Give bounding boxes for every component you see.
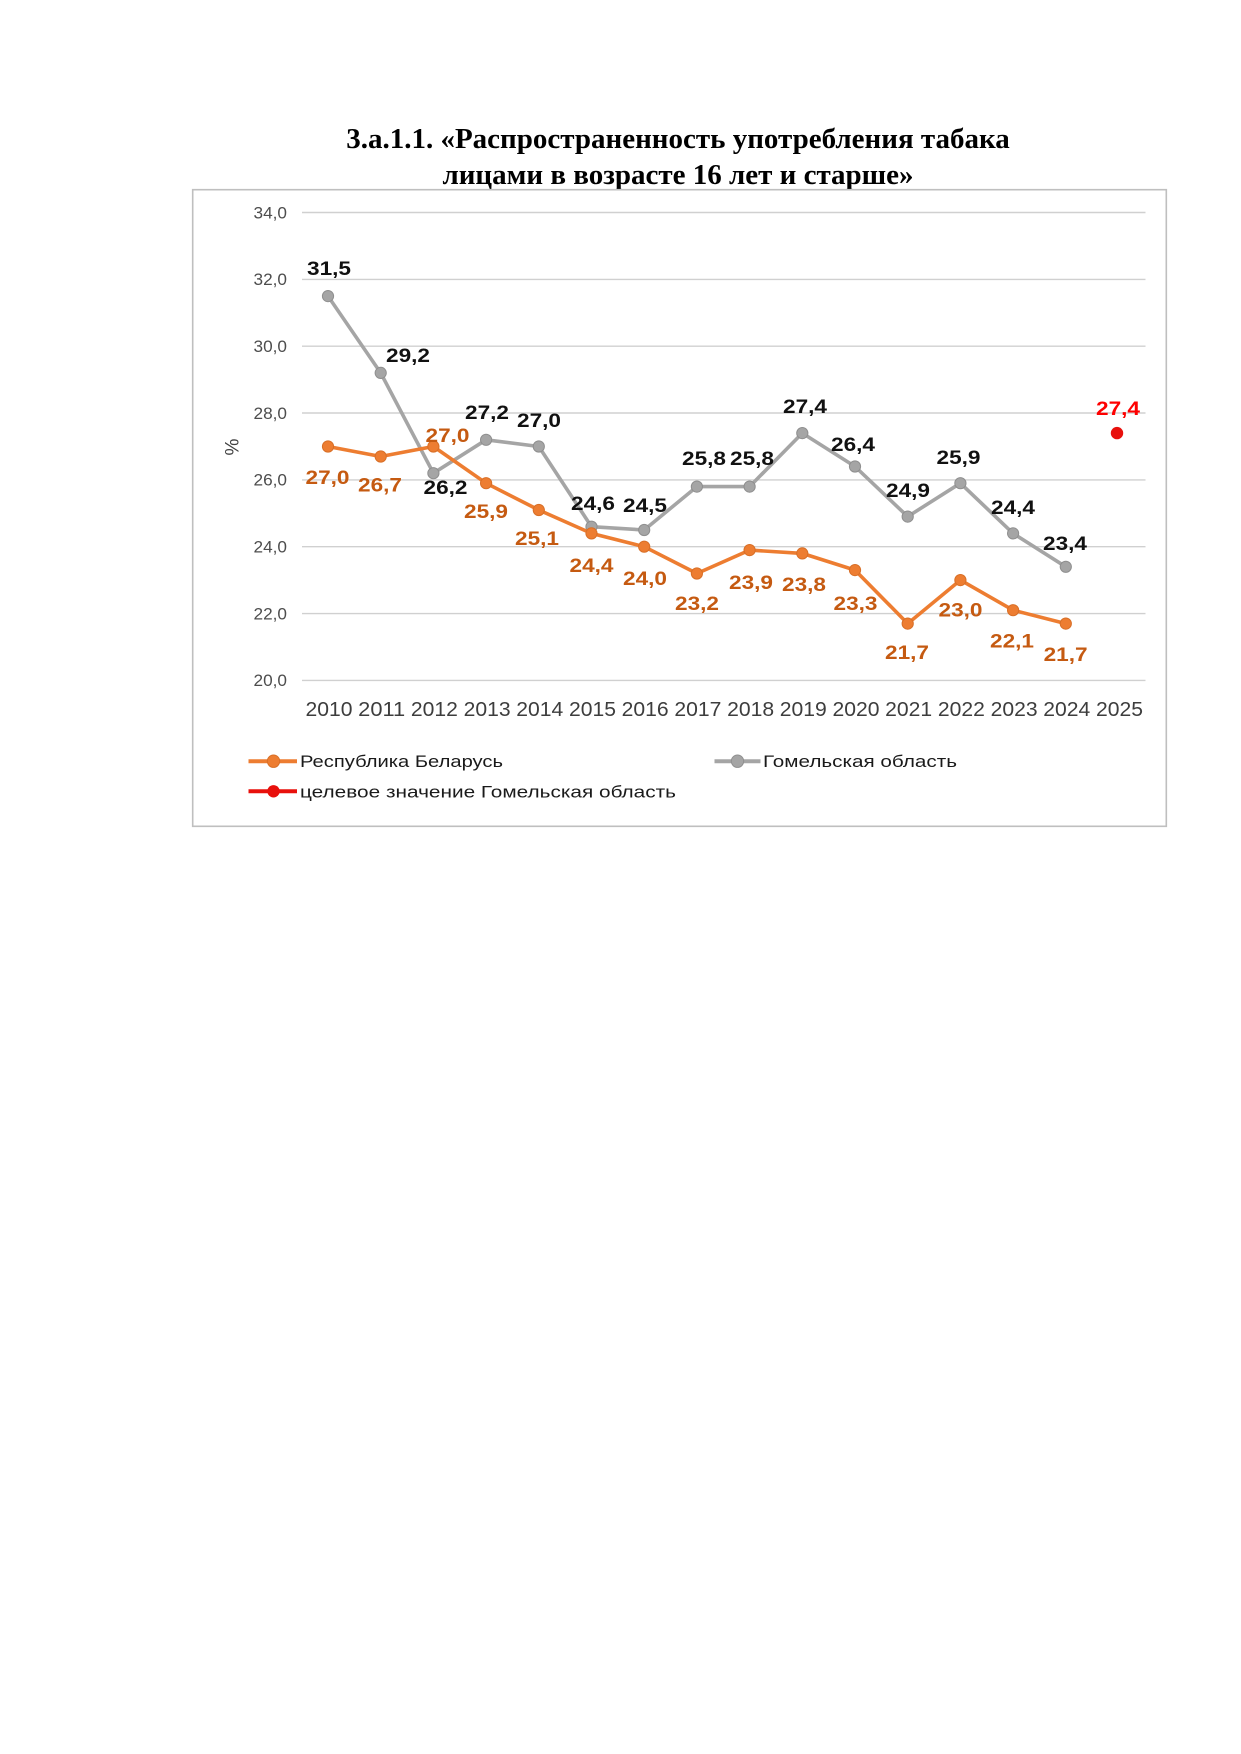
svg-text:23,2: 23,2 (675, 593, 719, 615)
svg-text:26,0: 26,0 (254, 472, 288, 490)
svg-text:20,0: 20,0 (254, 672, 288, 690)
svg-text:22,0: 22,0 (254, 605, 288, 623)
svg-text:2025: 2025 (1096, 699, 1143, 721)
svg-text:26,2: 26,2 (424, 477, 468, 499)
svg-text:24,6: 24,6 (571, 493, 615, 515)
svg-text:27,4: 27,4 (1096, 398, 1140, 420)
svg-text:2021: 2021 (885, 699, 932, 721)
svg-text:27,0: 27,0 (517, 410, 561, 432)
svg-text:2020: 2020 (833, 699, 880, 721)
svg-text:27,0: 27,0 (306, 467, 350, 489)
svg-text:23,8: 23,8 (782, 574, 826, 596)
svg-text:%: % (223, 438, 244, 455)
svg-text:25,9: 25,9 (464, 501, 508, 523)
svg-text:22,1: 22,1 (990, 630, 1034, 652)
svg-text:24,4: 24,4 (991, 497, 1035, 519)
svg-text:2022: 2022 (938, 699, 985, 721)
svg-text:32,0: 32,0 (254, 271, 288, 289)
svg-text:21,7: 21,7 (1044, 644, 1088, 666)
svg-text:Гомельская область: Гомельская область (763, 752, 957, 771)
svg-text:2017: 2017 (674, 699, 721, 721)
svg-text:25,8: 25,8 (682, 448, 726, 470)
svg-text:29,2: 29,2 (386, 345, 430, 367)
svg-text:31,5: 31,5 (307, 258, 351, 280)
svg-text:Республика Беларусь: Республика Беларусь (300, 752, 503, 771)
svg-text:23,9: 23,9 (729, 572, 773, 594)
svg-text:26,7: 26,7 (358, 474, 402, 496)
svg-text:2024: 2024 (1043, 699, 1090, 721)
svg-text:26,4: 26,4 (831, 434, 875, 456)
svg-text:30,0: 30,0 (254, 338, 288, 356)
svg-text:24,5: 24,5 (623, 495, 667, 517)
svg-text:2011: 2011 (358, 699, 405, 721)
svg-text:27,2: 27,2 (465, 402, 509, 424)
svg-text:2019: 2019 (780, 699, 827, 721)
svg-text:2014: 2014 (516, 699, 563, 721)
svg-text:2010: 2010 (306, 699, 353, 721)
svg-text:2016: 2016 (622, 699, 669, 721)
svg-text:28,0: 28,0 (254, 405, 288, 423)
svg-text:23,0: 23,0 (939, 599, 983, 621)
svg-text:27,4: 27,4 (783, 396, 827, 418)
svg-text:2012: 2012 (411, 699, 458, 721)
svg-text:24,0: 24,0 (623, 568, 667, 590)
svg-text:23,4: 23,4 (1043, 533, 1087, 555)
svg-text:24,9: 24,9 (886, 480, 930, 502)
svg-text:25,1: 25,1 (515, 528, 559, 550)
svg-text:25,9: 25,9 (937, 447, 981, 469)
svg-text:2015: 2015 (569, 699, 616, 721)
svg-text:24,4: 24,4 (570, 555, 614, 577)
svg-text:21,7: 21,7 (885, 642, 929, 664)
svg-text:34,0: 34,0 (254, 204, 288, 222)
svg-text:27,0: 27,0 (426, 425, 470, 447)
svg-text:25,8: 25,8 (730, 448, 774, 470)
svg-text:2023: 2023 (991, 699, 1038, 721)
svg-text:23,3: 23,3 (834, 593, 878, 615)
svg-text:2013: 2013 (464, 699, 511, 721)
svg-text:целевое значение Гомельская об: целевое значение Гомельская область (300, 782, 676, 801)
svg-text:2018: 2018 (727, 699, 774, 721)
svg-text:24,0: 24,0 (254, 539, 288, 557)
